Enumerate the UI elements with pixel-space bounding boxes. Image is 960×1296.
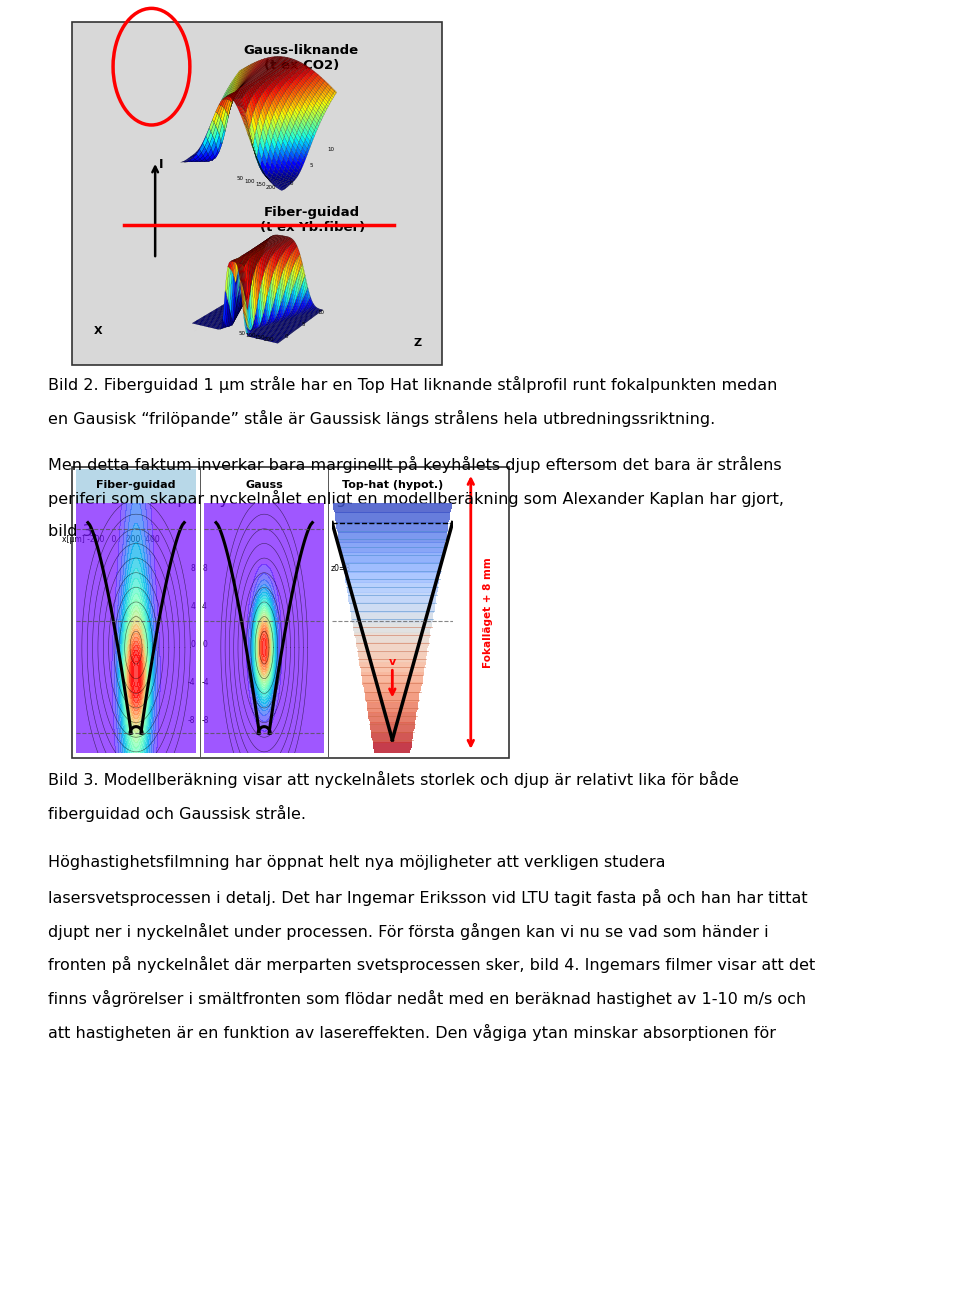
Text: Z: Z — [414, 338, 421, 349]
Text: Bild 3. Modellberäkning visar att nyckelnålets storlek och djup är relativt lika: Bild 3. Modellberäkning visar att nyckel… — [48, 771, 739, 788]
Text: Fiber-guidad
(t ex Yb:fiber): Fiber-guidad (t ex Yb:fiber) — [259, 206, 365, 233]
Text: v: v — [389, 657, 396, 667]
Text: -4: -4 — [202, 678, 209, 687]
Text: periferi som skapar nyckelnålet enligt en modellberäkning som Alexander Kaplan h: periferi som skapar nyckelnålet enligt e… — [48, 490, 784, 507]
FancyBboxPatch shape — [72, 467, 509, 758]
Text: 8: 8 — [191, 564, 195, 573]
Text: 8: 8 — [202, 564, 206, 573]
FancyBboxPatch shape — [72, 22, 442, 365]
Text: I: I — [158, 158, 163, 171]
Text: finns vågrörelser i smältfronten som flödar nedåt med en beräknad hastighet av 1: finns vågrörelser i smältfronten som flö… — [48, 990, 806, 1007]
Text: -8: -8 — [188, 715, 195, 724]
Text: Gauss-liknande
(t ex CO2): Gauss-liknande (t ex CO2) — [244, 44, 359, 73]
Text: z0=8: z0=8 — [330, 564, 350, 573]
FancyBboxPatch shape — [332, 469, 452, 503]
FancyBboxPatch shape — [76, 469, 196, 503]
Text: 4: 4 — [190, 603, 195, 610]
Text: en Gausisk “frilöpande” ståle är Gaussisk längs strålens hela utbredningssriktni: en Gausisk “frilöpande” ståle är Gaussis… — [48, 410, 715, 426]
Text: Bild 2. Fiberguidad 1 μm stråle har en Top Hat liknande stålprofil runt fokalpun: Bild 2. Fiberguidad 1 μm stråle har en T… — [48, 376, 778, 393]
FancyBboxPatch shape — [204, 469, 324, 503]
Text: 0: 0 — [190, 640, 195, 649]
Text: Men detta faktum inverkar bara marginellt på keyhålets djup eftersom det bara är: Men detta faktum inverkar bara marginell… — [48, 456, 781, 473]
Text: lasersvetsprocessen i detalj. Det har Ingemar Eriksson vid LTU tagit fasta på oc: lasersvetsprocessen i detalj. Det har In… — [48, 889, 807, 906]
Text: fiberguidad och Gaussisk stråle.: fiberguidad och Gaussisk stråle. — [48, 805, 306, 822]
Text: Fokalläget + 8 mm: Fokalläget + 8 mm — [483, 557, 493, 667]
Text: fronten på nyckelnålet där merparten svetsprocessen sker, bild 4. Ingemars filme: fronten på nyckelnålet där merparten sve… — [48, 956, 815, 973]
Text: Höghastighetsfilmning har öppnat helt nya möjligheter att verkligen studera: Höghastighetsfilmning har öppnat helt ny… — [48, 855, 665, 871]
Text: -8: -8 — [202, 715, 209, 724]
Text: Top-hat (hypot.): Top-hat (hypot.) — [342, 480, 443, 490]
Text: X: X — [93, 327, 102, 336]
Text: 0: 0 — [202, 640, 207, 649]
Text: Gauss: Gauss — [246, 480, 283, 490]
Text: bild 3.: bild 3. — [48, 524, 98, 539]
Text: x[μm] -200   0    200  400: x[μm] -200 0 200 400 — [62, 535, 160, 544]
Text: att hastigheten är en funktion av lasereffekten. Den vågiga ytan minskar absorpt: att hastigheten är en funktion av lasere… — [48, 1024, 776, 1041]
Text: djupt ner i nyckelnålet under processen. För första gången kan vi nu se vad som : djupt ner i nyckelnålet under processen.… — [48, 923, 769, 940]
Text: -4: -4 — [188, 678, 195, 687]
Text: 4: 4 — [202, 603, 207, 610]
Text: Fiber-guidad: Fiber-guidad — [96, 480, 176, 490]
